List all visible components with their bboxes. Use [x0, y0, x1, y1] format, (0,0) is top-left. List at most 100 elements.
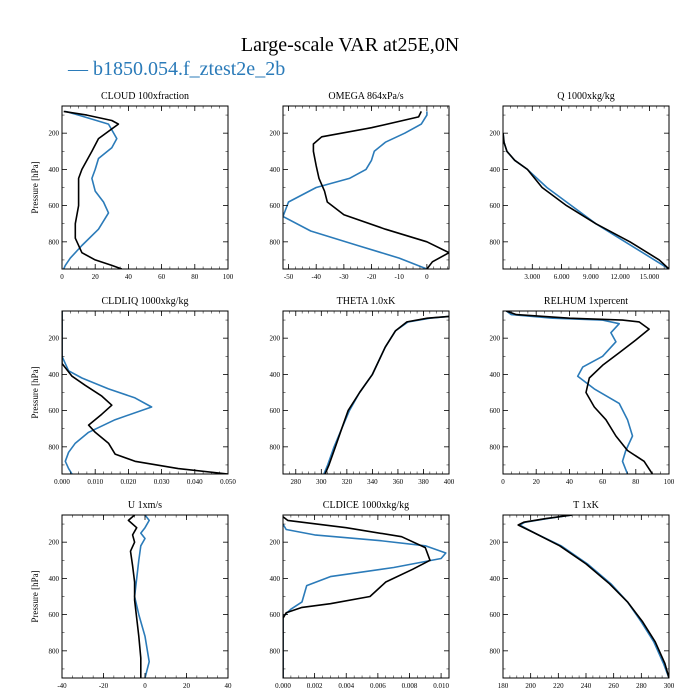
y-tick-label: 400	[490, 575, 501, 583]
x-tick-label: 0.000	[54, 478, 70, 486]
reference-series-line	[324, 315, 449, 474]
x-tick-label: 40	[125, 273, 133, 281]
reference-series-line	[517, 515, 669, 678]
x-tick-label: 320	[342, 478, 353, 486]
x-tick-label: 380	[418, 478, 429, 486]
x-tick-label: -40	[312, 273, 322, 281]
x-tick-label: -30	[339, 273, 349, 281]
x-tick-label: 0.006	[370, 682, 386, 690]
y-tick-label: 200	[270, 539, 281, 547]
y-tick-label: 600	[270, 407, 281, 415]
y-tick-label: 400	[49, 166, 60, 174]
y-tick-label: 400	[49, 371, 60, 379]
y-tick-label: 400	[49, 575, 60, 583]
y-tick-label: 400	[490, 166, 501, 174]
y-tick-label: 200	[490, 130, 501, 138]
y-tick-label: 800	[49, 238, 60, 246]
y-tick-label: 800	[49, 443, 60, 451]
y-tick-label: 200	[490, 539, 501, 547]
reference-series-line	[506, 311, 654, 474]
y-tick-label: 800	[490, 443, 501, 451]
x-tick-label: -20	[99, 682, 109, 690]
x-tick-label: 0	[60, 273, 64, 281]
x-tick-label: 180	[498, 682, 509, 690]
y-tick-label: 200	[49, 539, 60, 547]
x-tick-label: -20	[367, 273, 377, 281]
x-tick-label: 12.000	[611, 273, 631, 281]
y-tick-label: 800	[490, 647, 501, 655]
y-tick-label: 200	[270, 130, 281, 138]
x-tick-label: 340	[367, 478, 378, 486]
case-series-line	[323, 315, 449, 474]
panel-8: T 1xK 180 200 220 240 260 280 300 200 400 600 800	[490, 500, 675, 690]
x-tick-label: 360	[393, 478, 404, 486]
x-tick-label: 0.050	[220, 478, 236, 486]
x-tick-label: 0.008	[402, 682, 418, 690]
x-tick-label: 0.004	[338, 682, 354, 690]
plot-frame	[61, 310, 229, 475]
y-tick-label: 200	[270, 335, 281, 343]
plot-frame	[61, 105, 229, 270]
x-tick-label: 0.040	[187, 478, 203, 486]
y-tick-label: 800	[270, 238, 281, 246]
x-tick-label: 20	[183, 682, 191, 690]
x-tick-label: 15.000	[640, 273, 660, 281]
reference-series-line	[283, 516, 431, 678]
y-tick-label: 600	[270, 611, 281, 619]
x-tick-label: 280	[636, 682, 647, 690]
panel-title: OMEGA 864xPa/s	[328, 91, 403, 102]
x-tick-label: 260	[608, 682, 619, 690]
x-tick-label: 40	[225, 682, 233, 690]
panel-4: THETA 1.0xK 280 300 320 340 360 380 400 200 400 60…	[270, 296, 455, 486]
case-series-line	[505, 311, 634, 474]
y-tick-label: 800	[490, 238, 501, 246]
x-tick-label: 20	[92, 273, 100, 281]
x-tick-label: 240	[581, 682, 592, 690]
legend-entry: — b1850.054.f_ztest2e_2b	[68, 58, 286, 80]
panel-title: RELHUM 1xpercent	[544, 296, 628, 307]
x-tick-label: 3.000	[524, 273, 540, 281]
x-tick-label: -10	[395, 273, 405, 281]
x-tick-label: 6.000	[554, 273, 570, 281]
x-tick-label: 400	[444, 478, 455, 486]
x-tick-label: 9.000	[583, 273, 599, 281]
panel-7: CLDICE 1000xkg/kg 0.000 0.002 0.004 0.006 0.0…	[270, 500, 450, 690]
y-axis-label: Pressure [hPa]	[30, 161, 40, 213]
case-series-line	[133, 515, 150, 678]
y-tick-label: 400	[490, 371, 501, 379]
panel-3: CLDLIQ 1000xkg/kg 0.000 0.010 0.020 0.030 0.0…	[30, 296, 236, 486]
case-series-line	[62, 311, 153, 474]
panel-title: CLDICE 1000xkg/kg	[323, 500, 409, 511]
x-tick-label: 100	[664, 478, 675, 486]
x-tick-label: 0.030	[154, 478, 170, 486]
x-tick-label: 300	[316, 478, 327, 486]
reference-series-line	[62, 311, 228, 474]
y-tick-label: 200	[49, 130, 60, 138]
case-series-line	[518, 515, 669, 678]
panel-title: Q 1000xkg/kg	[557, 91, 615, 102]
reference-series-line	[312, 111, 449, 269]
plot-frame	[502, 105, 670, 270]
x-tick-label: 0.002	[307, 682, 323, 690]
x-tick-label: 80	[632, 478, 640, 486]
x-tick-label: 0	[501, 478, 505, 486]
case-series-line	[283, 111, 428, 269]
x-tick-label: 280	[291, 478, 302, 486]
y-axis-label: Pressure [hPa]	[30, 570, 40, 622]
plot-frame	[282, 310, 450, 475]
x-tick-label: 60	[158, 273, 166, 281]
panel-5: RELHUM 1xpercent 0 20 40 60 80 100 200 400 600 800	[490, 296, 675, 486]
x-tick-label: 20	[533, 478, 541, 486]
case-series-line	[503, 133, 669, 269]
x-tick-label: 300	[664, 682, 675, 690]
panel-1: OMEGA 864xPa/s -50 -40 -30 -20 -10 0 200 400 600 8…	[270, 91, 450, 281]
y-tick-label: 600	[490, 407, 501, 415]
x-tick-label: -40	[57, 682, 67, 690]
panel-title: T 1xK	[573, 500, 599, 511]
case-series-line	[62, 110, 118, 269]
plot-frame	[282, 105, 450, 270]
reference-series-line	[63, 110, 123, 269]
y-tick-label: 600	[49, 407, 60, 415]
case-series-line	[283, 523, 447, 678]
